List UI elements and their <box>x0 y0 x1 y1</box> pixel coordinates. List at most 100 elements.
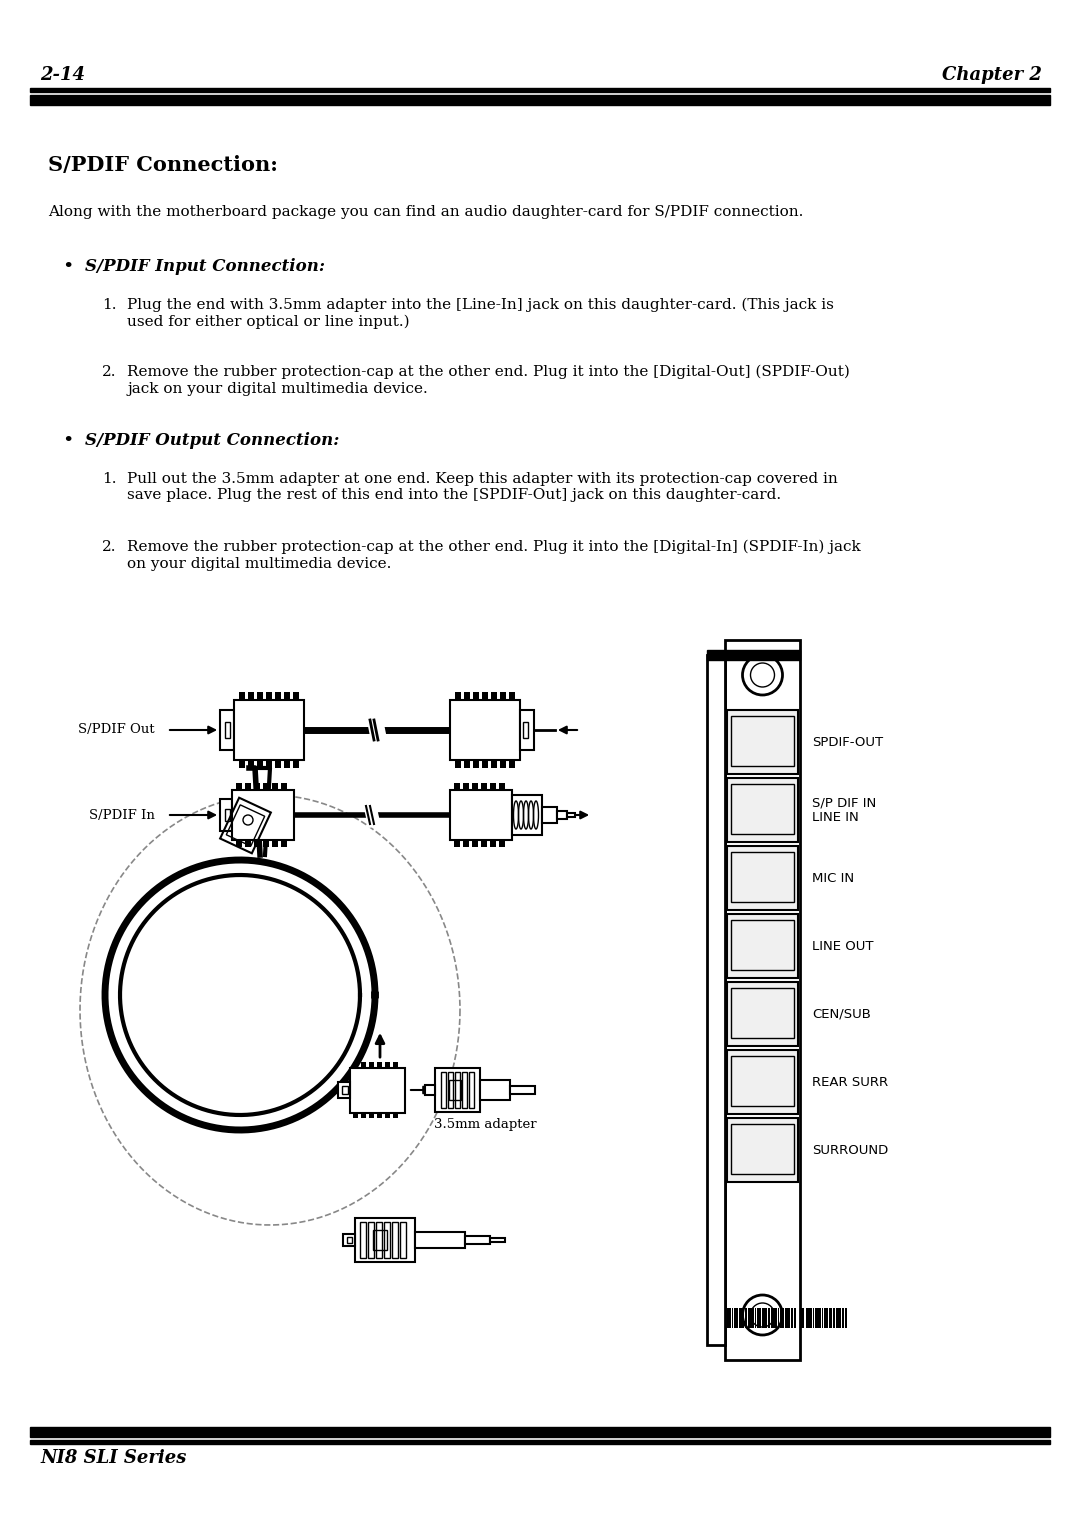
Bar <box>750 1307 752 1329</box>
Bar <box>232 790 294 839</box>
Bar <box>281 783 287 790</box>
Text: S/PDIF Output Connection:: S/PDIF Output Connection: <box>85 433 339 450</box>
Bar <box>264 839 269 847</box>
Bar <box>368 1222 374 1258</box>
Bar <box>567 813 575 816</box>
Bar <box>490 783 496 790</box>
Bar <box>775 1307 778 1329</box>
Bar <box>225 809 230 821</box>
Text: Pull out the 3.5mm adapter at one end. Keep this adapter with its protection-cap: Pull out the 3.5mm adapter at one end. K… <box>127 472 838 502</box>
Bar <box>828 1307 831 1329</box>
Bar <box>747 1307 750 1329</box>
Bar <box>353 1112 357 1118</box>
Bar <box>472 783 478 790</box>
Bar <box>731 988 794 1038</box>
Bar <box>350 1067 405 1113</box>
Bar <box>472 839 478 847</box>
Bar <box>482 693 488 700</box>
Bar <box>725 641 800 1359</box>
Bar <box>272 783 278 790</box>
Text: S/PDIF Out: S/PDIF Out <box>79 723 156 737</box>
Bar <box>441 1072 446 1109</box>
Bar <box>455 693 461 700</box>
Bar <box>727 778 798 842</box>
Bar <box>482 760 488 768</box>
Bar <box>454 839 460 847</box>
Bar <box>818 1307 819 1329</box>
Bar <box>384 1112 390 1118</box>
Bar <box>731 920 794 969</box>
Bar <box>464 693 470 700</box>
Bar <box>245 783 251 790</box>
Text: 2-14: 2-14 <box>40 66 85 84</box>
Bar <box>393 1063 399 1067</box>
Text: SPDIF-OUT: SPDIF-OUT <box>812 735 883 749</box>
Bar <box>254 783 260 790</box>
Bar <box>729 1307 731 1329</box>
Bar <box>801 1307 804 1329</box>
Bar <box>369 1112 374 1118</box>
Bar <box>284 760 291 768</box>
Bar <box>490 839 496 847</box>
Bar <box>481 839 487 847</box>
Bar <box>293 760 299 768</box>
Text: S/PDIF Connection:: S/PDIF Connection: <box>48 154 278 174</box>
Bar <box>227 804 265 846</box>
Bar <box>462 1072 467 1109</box>
Bar <box>727 1307 729 1329</box>
Bar <box>373 1229 387 1251</box>
Bar <box>435 1067 480 1112</box>
Bar <box>384 1063 390 1067</box>
Text: REAR SURR: REAR SURR <box>812 1075 888 1089</box>
Bar <box>782 1307 784 1329</box>
Bar <box>450 790 512 839</box>
Bar <box>523 722 528 739</box>
Bar <box>254 839 260 847</box>
Bar <box>281 839 287 847</box>
Bar <box>30 95 1050 106</box>
Bar <box>734 1307 735 1329</box>
Bar <box>757 1307 759 1329</box>
Bar <box>220 798 271 853</box>
Text: Along with the motherboard package you can find an audio daughter-card for S/PDI: Along with the motherboard package you c… <box>48 205 804 219</box>
Text: MIC IN: MIC IN <box>812 872 854 884</box>
Text: Chapter 2: Chapter 2 <box>942 66 1042 84</box>
Bar <box>808 1307 810 1329</box>
Bar <box>771 1307 772 1329</box>
Bar <box>731 1124 794 1174</box>
Text: LINE OUT: LINE OUT <box>812 939 874 953</box>
Bar <box>481 783 487 790</box>
Bar <box>739 1307 741 1329</box>
Bar <box>30 1440 1050 1443</box>
Bar <box>449 1079 461 1099</box>
Bar <box>490 1238 505 1242</box>
Bar <box>275 760 281 768</box>
Bar <box>473 693 480 700</box>
Bar <box>237 783 242 790</box>
Bar <box>509 760 515 768</box>
Bar <box>792 1307 794 1329</box>
Bar <box>836 1307 837 1329</box>
Bar <box>392 1222 399 1258</box>
Bar <box>360 1222 366 1258</box>
Bar <box>245 839 251 847</box>
Text: 1.: 1. <box>102 298 117 312</box>
Bar <box>787 1307 788 1329</box>
Bar <box>542 807 557 823</box>
Bar <box>284 693 291 700</box>
Bar <box>239 693 245 700</box>
Bar <box>727 709 798 774</box>
Bar <box>353 1063 357 1067</box>
Bar <box>257 760 264 768</box>
Bar <box>491 693 497 700</box>
Text: CEN/SUB: CEN/SUB <box>812 1008 870 1020</box>
Bar <box>845 1307 847 1329</box>
Text: 2.: 2. <box>102 365 117 379</box>
Bar <box>361 1112 366 1118</box>
Bar <box>512 795 542 835</box>
Bar <box>842 1307 845 1329</box>
Bar <box>826 1307 828 1329</box>
Bar <box>741 1307 743 1329</box>
Bar <box>780 1307 782 1329</box>
Bar <box>500 760 507 768</box>
